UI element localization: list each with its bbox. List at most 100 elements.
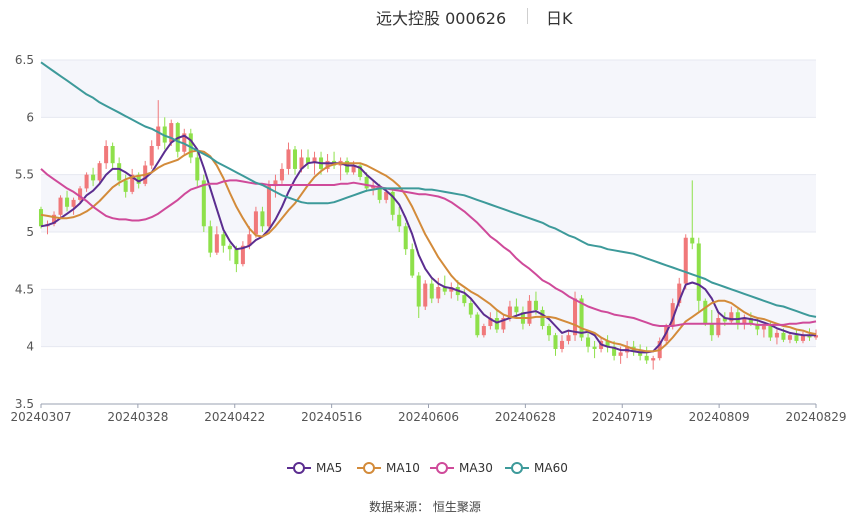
candle-body (787, 335, 792, 340)
candle-body (162, 126, 167, 143)
y-tick-label: 5 (26, 225, 34, 239)
candle-body (227, 245, 232, 250)
x-tick-label: 20240422 (204, 410, 265, 424)
candle-body (78, 188, 83, 200)
candle-body (677, 283, 682, 304)
candle-body (449, 287, 454, 292)
legend-ma5-marker-icon (287, 462, 311, 474)
candle-body (774, 332, 779, 338)
candle-body (696, 243, 701, 301)
candle-body (117, 163, 122, 181)
candle-body (221, 234, 226, 246)
candle-body (475, 314, 480, 336)
ma-line-ma30 (40, 168, 817, 327)
candle-body (670, 303, 675, 327)
candle-body (286, 149, 291, 169)
x-tick-label: 20240719 (592, 410, 653, 424)
candle-body (442, 287, 447, 292)
candle-body (429, 283, 434, 299)
ma-line-ma5 (40, 134, 816, 354)
candle-body (501, 318, 506, 330)
candle-body (722, 318, 727, 322)
candle-body (553, 335, 558, 349)
y-tick-label: 6.5 (15, 53, 34, 67)
candle-body (755, 323, 760, 330)
legend-item-ma10[interactable]: MA10 (357, 458, 420, 478)
candle-body (182, 133, 187, 152)
candle-body (644, 355, 649, 361)
x-tick-label: 20240307 (10, 410, 71, 424)
candle-body (605, 340, 610, 347)
candle-body (807, 335, 812, 338)
legend-ma60-label: MA60 (534, 461, 568, 475)
legend-ma30-label: MA30 (459, 461, 493, 475)
candle-body (136, 174, 141, 184)
candle-body (201, 180, 206, 227)
candle-body (208, 226, 213, 253)
candle-body (234, 249, 239, 265)
candle-body (371, 186, 376, 189)
candle-body (748, 318, 753, 324)
candle-body (403, 226, 408, 250)
candle-body (573, 298, 578, 336)
y-tick-label: 5.5 (15, 168, 34, 182)
candle-body (377, 186, 382, 200)
candle-body (651, 358, 656, 361)
period-label: 日K (546, 9, 573, 28)
candle-body (188, 133, 193, 158)
candle-body (169, 123, 174, 143)
legend-ma30-marker-icon (430, 462, 454, 474)
candle-body (58, 197, 63, 215)
candle-body (410, 249, 415, 276)
candle-body (638, 351, 643, 356)
candle-body (559, 340, 565, 349)
candle-body (468, 303, 473, 315)
candlestick-chart[interactable]: 3.5 4 4.5 5 5.5 6 6.5 20240307 20240328 20240422 2… (0, 0, 850, 450)
candle-body (358, 165, 363, 177)
candle-body (416, 275, 421, 307)
candle-body (110, 146, 115, 164)
candle-body (156, 126, 161, 146)
candle-body (540, 309, 545, 327)
x-tick-label: 20240628 (495, 410, 556, 424)
y-tick-label: 6 (26, 110, 34, 124)
y-tick-label: 3.5 (15, 397, 34, 411)
candle-body (397, 214, 402, 227)
candle-body (436, 287, 441, 299)
candle-body (84, 174, 89, 189)
candle-body (279, 168, 284, 181)
legend-item-ma30[interactable]: MA30 (430, 458, 493, 478)
candle-body (566, 335, 571, 341)
source-label: 数据来源： (369, 500, 430, 514)
candle-body (273, 180, 278, 187)
candle-body (299, 157, 304, 169)
candle-body (305, 157, 311, 164)
candle-body (71, 199, 76, 207)
candle-body (690, 237, 695, 244)
candle-body (514, 306, 519, 313)
candle-body (130, 174, 135, 192)
candle-body (683, 237, 688, 284)
candle-body (247, 234, 252, 246)
candle-body (149, 146, 154, 166)
candle-body (813, 335, 819, 338)
candle-body (612, 346, 617, 356)
legend-item-ma5[interactable]: MA5 (287, 458, 342, 478)
candle-body (761, 326, 766, 330)
candle-body (123, 180, 128, 192)
candle-body (794, 335, 799, 341)
source-value: 恒生聚源 (432, 500, 481, 514)
x-tick-label: 20240606 (398, 410, 459, 424)
chart-header: 远大控股 000626 日K (0, 5, 850, 29)
candle-body (481, 326, 486, 336)
candle-body (384, 191, 389, 200)
candle-body (742, 318, 747, 324)
candle-body (351, 165, 356, 173)
candle-body (260, 211, 265, 227)
grid-band (41, 174, 816, 232)
legend-item-ma60[interactable]: MA60 (505, 458, 568, 478)
candle-body (716, 318, 721, 336)
candle-body (703, 300, 708, 324)
candle-body (91, 174, 96, 181)
candle-body (729, 312, 734, 322)
